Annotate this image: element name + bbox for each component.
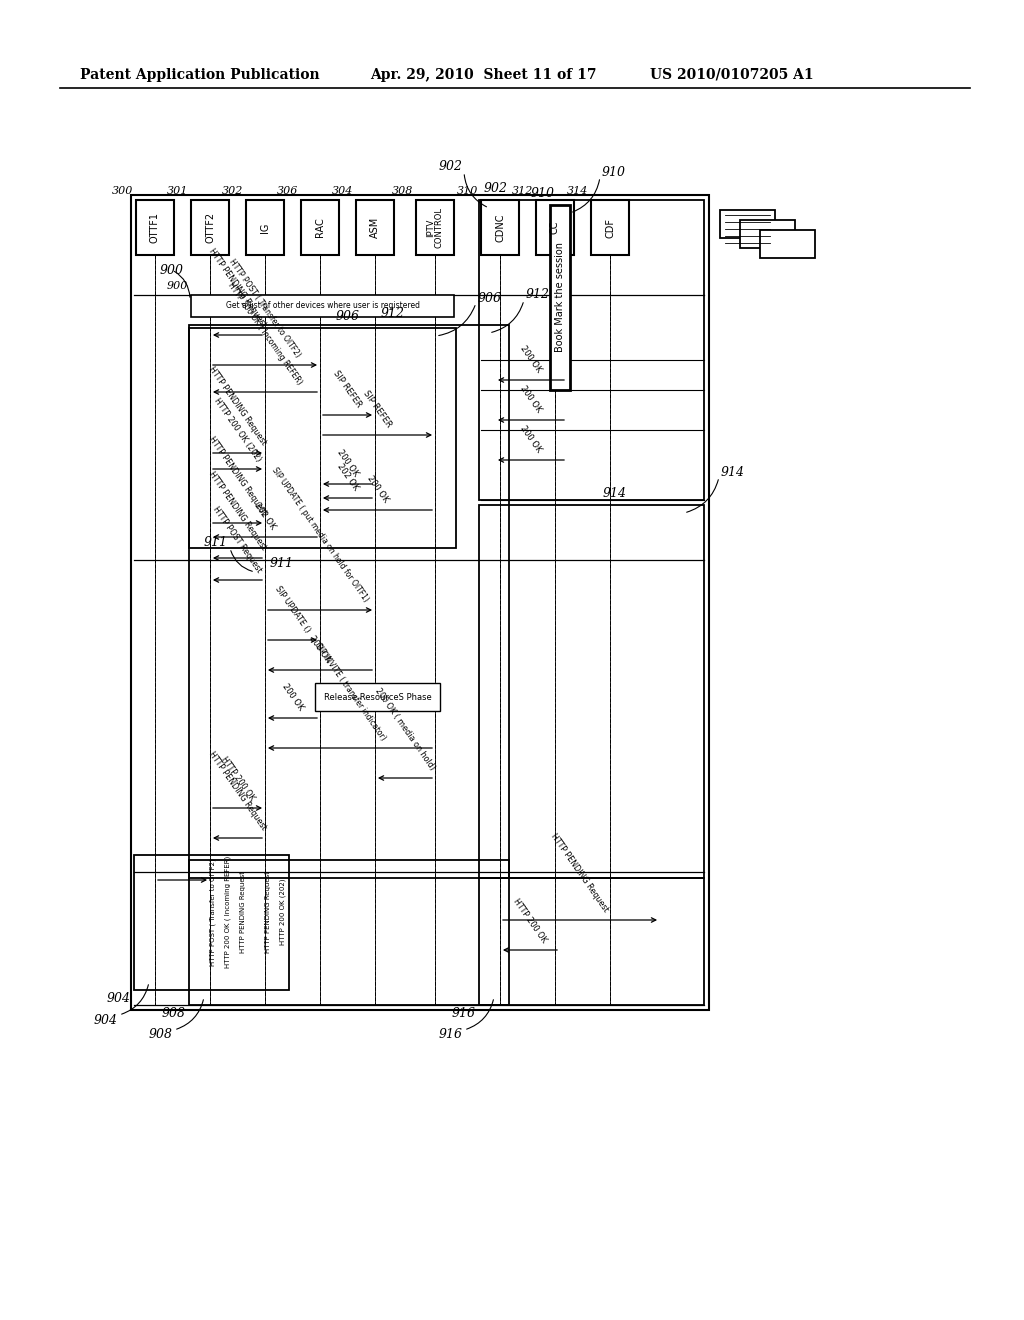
Text: OTTF1: OTTF1 [150,213,160,243]
Text: 912: 912 [381,308,406,319]
Text: 306: 306 [276,186,298,195]
Text: 910: 910 [602,165,626,178]
Text: 302: 302 [221,186,243,195]
Bar [134,855,289,990]
Text: HTTP 200 OK ( Incoming REFER): HTTP 200 OK ( Incoming REFER) [224,855,231,968]
Text: SIP REFER: SIP REFER [332,368,364,409]
Text: SIP REFER: SIP REFER [361,389,393,429]
Bar [356,201,394,255]
Text: 908: 908 [162,1007,186,1020]
Text: RAC: RAC [315,218,325,238]
Text: 914: 914 [603,487,627,500]
Text: 200 OK ( media on hold): 200 OK ( media on hold) [373,686,437,772]
Bar [550,205,570,389]
Text: 200 OK: 200 OK [335,447,359,478]
Text: IPTV
CONTROL: IPTV CONTROL [426,207,443,248]
Bar [189,327,456,548]
Bar [189,325,509,878]
Text: 904: 904 [106,993,131,1005]
Text: 904: 904 [94,1014,118,1027]
Text: HTTP 200 OK: HTTP 200 OK [512,896,549,944]
Text: 304: 304 [332,186,353,195]
Bar [136,201,174,255]
Text: 911: 911 [204,536,228,549]
Bar [189,861,509,1005]
Bar [479,506,705,878]
Text: 200 OK: 200 OK [518,384,544,414]
Text: HTTP PENDING Request: HTTP PENDING Request [207,436,268,517]
Text: 902: 902 [484,182,508,195]
Text: 200 OK: 200 OK [518,343,544,374]
Bar [191,294,454,317]
Bar [191,201,229,255]
Bar [481,201,519,255]
Text: SIP UPDATE (): SIP UPDATE () [273,583,312,634]
Bar [301,201,339,255]
Text: HTTP PENDING Request: HTTP PENDING Request [265,871,271,953]
Text: 914: 914 [721,466,745,479]
Text: HTTP PENDING Request: HTTP PENDING Request [207,247,268,329]
Text: 200 OK: 200 OK [366,474,390,504]
Text: CC: CC [550,220,560,234]
Text: Apr. 29, 2010  Sheet 11 of 17: Apr. 29, 2010 Sheet 11 of 17 [370,69,597,82]
Text: 902: 902 [439,161,463,173]
Text: 301: 301 [167,186,188,195]
Text: HTTP PENDING Request: HTTP PENDING Request [207,750,268,832]
Text: 906: 906 [478,292,502,305]
Text: 911: 911 [270,557,294,570]
Text: HTTP PENDING Request: HTTP PENDING Request [207,366,268,447]
Text: ASM: ASM [370,216,380,238]
Bar [720,210,775,238]
Text: US 2010/0107205 A1: US 2010/0107205 A1 [650,69,814,82]
Text: HTTP PENDING Request: HTTP PENDING Request [550,832,610,913]
Text: CDF: CDF [605,218,615,238]
Text: HTTP 200 OK: HTTP 200 OK [219,755,256,803]
Text: HTTP POST Request: HTTP POST Request [211,504,264,574]
Text: HTTP PENDING Request: HTTP PENDING Request [240,871,246,953]
Text: 906: 906 [336,310,359,323]
Text: 916: 916 [439,1028,463,1041]
Bar [479,201,705,500]
Text: 202 OK: 202 OK [253,500,278,531]
Bar [740,220,795,248]
Text: 308: 308 [391,186,413,195]
Text: Book Mark the session: Book Mark the session [555,243,565,352]
Text: Patent Application Publication: Patent Application Publication [80,69,319,82]
Text: 900: 900 [160,264,184,276]
Text: HTTP POST ( Transfer to OITF2): HTTP POST ( Transfer to OITF2) [227,257,302,359]
Text: SIP INVITE ( transfer indicator): SIP INVITE ( transfer indicator) [312,642,387,742]
Text: HTTP POST ( Transfer to OITF2): HTTP POST ( Transfer to OITF2) [210,858,216,966]
Text: 310: 310 [457,186,478,195]
Text: Release ResourceS Phase: Release ResourceS Phase [324,693,431,701]
Text: 912: 912 [526,289,550,301]
Bar [315,682,440,711]
Bar [416,201,454,255]
Text: 300: 300 [112,186,133,195]
Text: HTTP 200 OK (202): HTTP 200 OK (202) [212,396,263,463]
Text: 900: 900 [167,281,188,290]
Bar [591,201,629,255]
Text: 200 OK: 200 OK [281,682,305,711]
Text: HTTP PENDING Request: HTTP PENDING Request [207,470,268,552]
Text: OTTF2: OTTF2 [205,213,215,243]
Text: IG: IG [260,222,270,232]
Bar [536,201,574,255]
Text: 200 OK: 200 OK [518,424,544,454]
Text: SIP UPDATE ( put media on hold for OITF1): SIP UPDATE ( put media on hold for OITF1… [270,466,370,605]
Text: 200 OK: 200 OK [307,634,333,664]
Text: 314: 314 [566,186,588,195]
Bar [479,878,705,1005]
Bar [760,230,815,257]
Text: 908: 908 [150,1028,173,1041]
Text: Get a list of other devices where user is registered: Get a list of other devices where user i… [225,301,420,310]
Bar [246,201,284,255]
Text: CDNC: CDNC [495,214,505,242]
Text: HTTP 200 OK ( Incoming REFER): HTTP 200 OK ( Incoming REFER) [226,280,304,385]
Bar [131,195,709,1010]
Text: HTTP 200 OK (202): HTTP 200 OK (202) [280,879,287,945]
Text: 916: 916 [452,1007,476,1020]
Text: 910: 910 [531,187,555,201]
Text: 202 OK: 202 OK [335,462,359,492]
Text: 312: 312 [512,186,534,195]
